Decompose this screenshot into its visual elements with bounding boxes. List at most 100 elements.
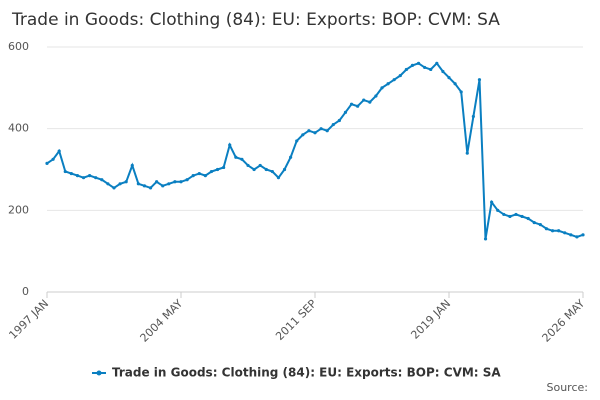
point [185,178,189,182]
point [51,157,55,161]
point [63,169,67,174]
point [362,98,366,102]
point [429,67,433,72]
point [136,182,140,186]
point [301,133,305,137]
point [130,163,134,168]
point [319,127,323,131]
point [410,63,415,67]
point [490,200,494,204]
point [209,169,214,174]
point [88,174,92,178]
point [167,182,171,186]
x-tick-label: 2011 SEP [273,297,319,343]
y-tick-label: 600 [8,40,29,53]
point [526,216,530,221]
y-tick-label: 400 [8,122,29,135]
point [75,174,80,178]
point [563,231,567,235]
point [471,114,475,119]
point [142,184,147,188]
point [550,229,555,233]
point [155,180,159,184]
point [289,155,293,159]
point [228,143,232,147]
point [222,165,226,170]
point [313,131,317,135]
point [575,235,579,239]
point [148,186,153,190]
point [386,82,390,86]
point [477,78,482,82]
point [398,73,402,78]
point [435,61,439,65]
source-label: Source: [547,381,589,394]
point [203,174,207,178]
point [258,163,262,168]
point [532,220,536,225]
point [374,94,378,98]
point [453,82,457,86]
point [331,122,335,127]
point [295,139,299,143]
point [282,167,287,172]
series-line [46,61,584,240]
point [161,184,165,188]
point [246,163,250,168]
point [270,169,274,174]
x-tick-label: 2004 MAY [138,297,186,345]
point [234,155,238,159]
point [343,110,348,114]
point [368,100,372,104]
point [447,76,451,80]
point [514,212,518,217]
point [57,149,61,153]
point [197,171,201,176]
point [100,178,104,182]
point [240,157,244,161]
point [94,176,98,180]
point [173,180,177,184]
point [496,208,500,212]
point [124,180,128,184]
point [112,186,116,190]
point [465,151,469,155]
point [264,167,268,172]
point [538,223,542,227]
point [349,102,354,106]
point [581,233,585,237]
x-tick-label: 2019 JAN [408,297,453,342]
point [557,229,561,233]
point [337,118,341,123]
point [416,61,421,65]
y-tick-label: 0 [22,285,29,298]
point [392,78,396,82]
point [508,214,512,219]
point [252,167,256,172]
legend-label: Trade in Goods: Clothing (84): EU: Expor… [112,366,501,380]
point [520,214,524,219]
point [81,176,86,180]
point [356,104,360,108]
point [544,227,549,231]
x-tick-label: 1997 JAN [6,297,51,342]
point [45,161,49,165]
point [69,171,73,176]
point [423,65,427,70]
point [215,167,220,172]
point [106,182,110,186]
point [569,233,573,237]
point [191,174,195,178]
point [459,90,463,94]
chart-title: Trade in Goods: Clothing (84): EU: Expor… [11,10,500,30]
x-tick-label: 2026 MAY [540,297,588,345]
legend-marker [96,370,102,376]
point [276,176,281,180]
point [483,237,488,241]
point [404,67,408,72]
point [441,69,445,74]
point [179,180,183,184]
y-tick-label: 200 [8,203,29,216]
point [502,212,506,217]
